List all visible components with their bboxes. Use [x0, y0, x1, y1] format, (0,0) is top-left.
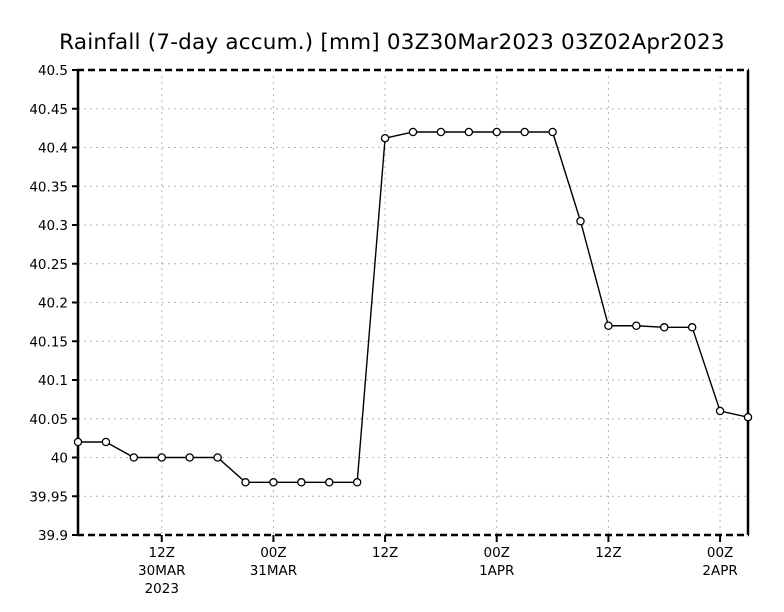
- data-point-marker: [408, 127, 418, 137]
- data-point-marker: [660, 323, 669, 332]
- data-line-series: [78, 131, 749, 483]
- x-axis-tick-label: 00Z: [484, 545, 510, 561]
- x-axis-tick-label: 12Z: [372, 545, 398, 561]
- y-axis-tick-label: 40.1: [38, 373, 68, 389]
- x-axis-tick-label: 30MAR: [138, 563, 185, 579]
- y-axis-tick-label: 40.35: [29, 179, 68, 195]
- axis-ticks: [72, 69, 722, 542]
- x-axis-tick-label: 2APR: [702, 563, 737, 579]
- x-axis-tick-label: 2023: [145, 581, 179, 597]
- data-point-markers: [73, 127, 753, 487]
- data-point-marker: [213, 453, 222, 462]
- y-axis-tick-label: 39.9: [38, 528, 68, 544]
- data-point-marker: [548, 127, 557, 137]
- data-point-marker: [632, 321, 641, 330]
- data-point-marker: [157, 453, 166, 462]
- series-polyline: [78, 131, 749, 483]
- x-axis-tick-label: 00Z: [260, 545, 286, 561]
- data-point-marker: [185, 453, 194, 462]
- data-point-marker: [73, 437, 83, 447]
- y-axis-tick-label: 40.15: [29, 334, 68, 350]
- y-axis-tick-label: 40.4: [38, 141, 68, 157]
- y-axis-tick-label: 40.2: [38, 296, 68, 312]
- data-point-marker: [241, 478, 250, 487]
- data-point-marker: [269, 478, 278, 487]
- x-axis-tick-label: 12Z: [595, 545, 621, 561]
- y-axis-tick-label: 40.3: [38, 218, 68, 234]
- gridlines: [78, 70, 748, 535]
- y-axis-tick-label: 40.5: [38, 63, 68, 79]
- data-point-marker: [101, 437, 111, 447]
- data-point-marker: [464, 127, 474, 137]
- y-axis-tick-label: 40.45: [29, 102, 68, 118]
- data-point-marker: [436, 127, 446, 137]
- data-point-marker: [324, 478, 334, 487]
- data-point-marker: [604, 321, 613, 330]
- x-axis-tick-label: 12Z: [149, 545, 175, 561]
- data-point-marker: [492, 127, 501, 137]
- data-point-marker: [687, 323, 697, 332]
- y-axis-labels: 40.5 40.45 40.4 40.35 40.3 40.25 40.2 40.15 40.1…: [29, 63, 68, 544]
- data-point-marker: [297, 478, 306, 487]
- data-point-marker: [715, 406, 725, 416]
- data-point-marker: [520, 127, 529, 137]
- data-point-marker: [129, 453, 139, 462]
- y-axis-tick-label: 39.95: [29, 489, 68, 505]
- x-axis-tick-label: 00Z: [707, 545, 733, 561]
- x-axis-tick-label: 31MAR: [250, 563, 297, 579]
- y-axis-tick-label: 40.25: [29, 257, 68, 273]
- x-axis-tick-label: 1APR: [479, 563, 514, 579]
- data-point-marker: [352, 478, 362, 487]
- data-point-marker: [743, 412, 753, 422]
- data-point-marker: [380, 133, 390, 143]
- x-axis-labels: 12Z 30MAR 2023 00Z 31MAR 12Z 00Z 1APR 12Z 00Z 2APR: [138, 545, 738, 597]
- data-point-marker: [576, 216, 585, 226]
- y-axis-tick-label: 40.05: [29, 412, 68, 428]
- chart-title: Rainfall (7-day accum.) [mm] 03Z30Mar202…: [59, 30, 725, 55]
- y-axis-tick-label: 40: [51, 451, 68, 467]
